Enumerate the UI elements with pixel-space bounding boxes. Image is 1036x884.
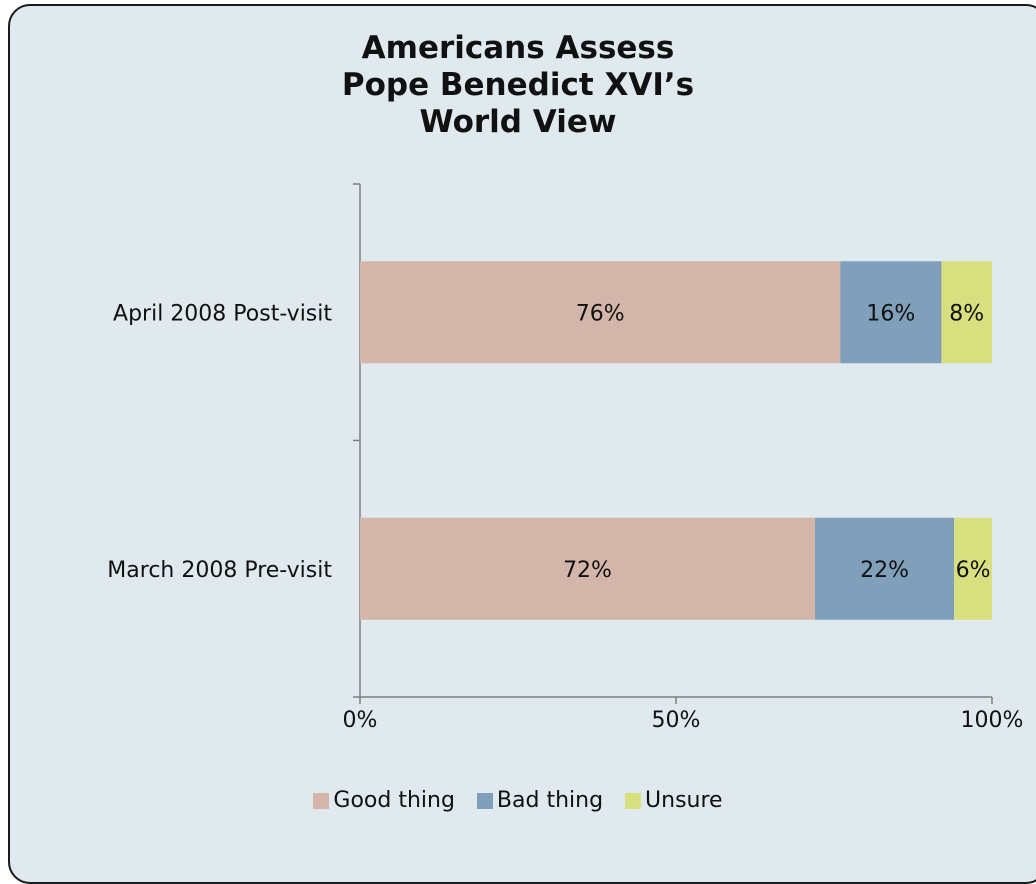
legend: Good thing Bad thing Unsure	[0, 788, 1036, 813]
legend-swatch-unsure	[625, 792, 642, 809]
bar-unsure	[954, 517, 992, 620]
value-axis-tick-label: 0%	[343, 708, 378, 733]
chart-title-line-2: Pope Benedict XVI’s	[341, 67, 695, 103]
legend-label-unsure: Unsure	[645, 788, 723, 813]
bar-bad-thing	[840, 261, 942, 364]
chart-title: Americans Assess Pope Benedict XVI’s Wor…	[238, 30, 798, 141]
chart-title-line-3: World View	[419, 104, 617, 140]
bar-good-thing	[360, 261, 841, 364]
data-label-unsure: 6%	[956, 558, 991, 583]
data-label-good-thing: 76%	[576, 301, 625, 326]
legend-label-bad-thing: Bad thing	[496, 788, 604, 813]
data-label-unsure: 8%	[949, 301, 984, 326]
bar-bad-thing	[815, 517, 955, 620]
legend-swatch-good-thing	[313, 792, 330, 809]
category-label: April 2008 Post-visit	[113, 301, 332, 326]
value-axis-tick-label: 50%	[652, 708, 701, 733]
chart-frame	[8, 4, 1036, 884]
data-label-bad-thing: 22%	[860, 558, 909, 583]
chart-title-line-1: Americans Assess	[361, 30, 675, 66]
category-label: March 2008 Pre-visit	[107, 558, 332, 583]
legend-item-unsure: Unsure	[625, 788, 723, 813]
data-label-bad-thing: 16%	[866, 301, 915, 326]
value-axis-tick-label: 100%	[961, 708, 1024, 733]
legend-item-good-thing: Good thing	[313, 788, 455, 813]
legend-label-good-thing: Good thing	[333, 788, 455, 813]
bar-unsure	[941, 261, 992, 364]
bar-good-thing	[360, 517, 816, 620]
legend-swatch-bad-thing	[476, 792, 493, 809]
legend-item-bad-thing: Bad thing	[476, 788, 604, 813]
data-label-good-thing: 72%	[563, 558, 612, 583]
